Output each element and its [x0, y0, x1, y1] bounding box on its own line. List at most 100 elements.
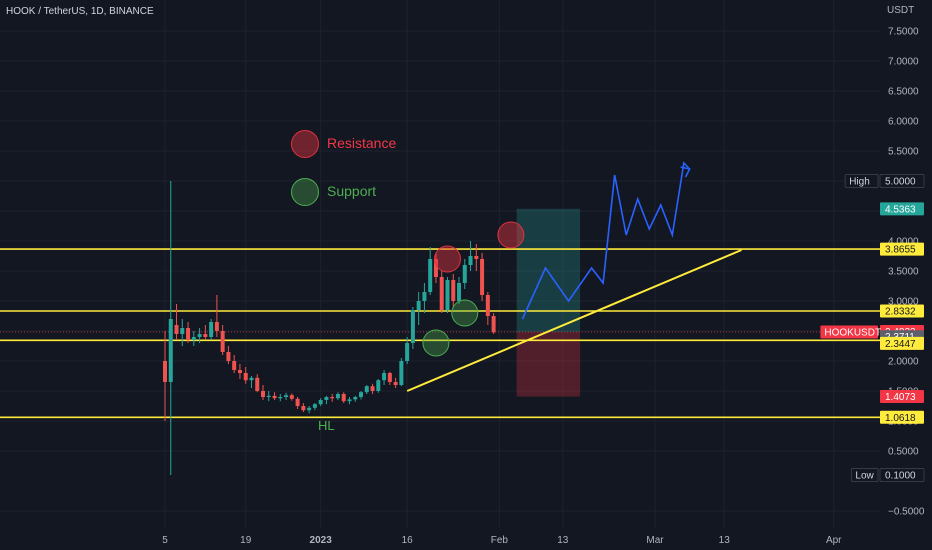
price-tag-9 — [879, 468, 925, 482]
candle-body-18 — [266, 395, 271, 397]
candle-body-1 — [168, 319, 173, 382]
candle-body-40 — [393, 382, 398, 385]
candle-body-3 — [180, 328, 185, 334]
candle-body-26 — [312, 404, 317, 408]
price-tag-1 — [880, 202, 924, 216]
x-tick-label-5: 13 — [557, 535, 569, 546]
x-tick-label-2: 2023 — [310, 535, 333, 546]
support-marker-0 — [422, 329, 450, 357]
candle-body-24 — [301, 406, 306, 411]
candle-body-2 — [174, 325, 179, 334]
position-stop-zone — [516, 332, 581, 397]
candle-body-45 — [422, 292, 427, 301]
candle-body-52 — [462, 265, 467, 283]
candle-body-39 — [387, 373, 392, 382]
candle-body-6 — [197, 334, 202, 337]
candle-body-29 — [330, 397, 335, 399]
candle-body-37 — [376, 380, 381, 391]
price-tag-label-bg-9 — [850, 468, 879, 482]
candle-body-46 — [428, 259, 433, 292]
y-tick-label-6: 3.0000 — [888, 297, 919, 308]
resistance-marker-0 — [433, 245, 461, 273]
price-tag-text-3: 2.8332 — [885, 307, 916, 318]
price-tag-6 — [880, 336, 924, 350]
price-tag-text-6: 2.3447 — [885, 339, 916, 350]
x-tick-label-1: 19 — [240, 535, 252, 546]
candle-body-10 — [220, 331, 225, 352]
candle-body-48 — [439, 277, 444, 310]
candle-body-31 — [341, 394, 346, 402]
candle-body-36 — [370, 386, 375, 391]
price-tag-0 — [879, 174, 925, 188]
x-tick-label-8: Apr — [826, 535, 842, 546]
price-tag-label-9: Low — [855, 471, 874, 482]
candle-body-7 — [203, 334, 208, 337]
candle-body-53 — [468, 256, 473, 265]
y-tick-label-11: 5.5000 — [888, 147, 919, 158]
candle-body-55 — [480, 259, 485, 295]
price-tag-8 — [880, 410, 924, 424]
price-tag-7 — [880, 390, 924, 404]
candle-body-38 — [382, 373, 387, 381]
support-marker-1 — [451, 299, 479, 327]
y-tick-label-15: 7.5000 — [888, 27, 919, 38]
resistance-dot-icon — [291, 130, 319, 158]
price-tag-text-0: 5.0000 — [885, 177, 916, 188]
candle-body-11 — [226, 352, 231, 361]
candle-body-34 — [359, 392, 364, 397]
candle-body-21 — [284, 395, 289, 397]
support-label: Support — [327, 183, 377, 199]
x-tick-label-4: Feb — [491, 535, 509, 546]
candle-body-0 — [163, 361, 167, 382]
x-tick-label-0: 5 — [162, 535, 168, 546]
price-tag-label-bg-0 — [844, 174, 879, 188]
price-tag-label-4: HOOKUSDT — [824, 328, 881, 339]
y-tick-label-0: −0.5000 — [888, 507, 925, 518]
candle-body-15 — [249, 377, 254, 381]
x-tick-label-3: 16 — [402, 535, 414, 546]
candle-body-19 — [272, 395, 277, 399]
candle-body-51 — [457, 283, 462, 301]
candle-body-23 — [295, 398, 300, 406]
price-tag-text-1: 4.5363 — [885, 204, 916, 215]
price-tag-label-bg-4 — [820, 325, 878, 339]
candle-body-16 — [255, 377, 260, 391]
candle-body-54 — [474, 256, 479, 259]
x-tick-label-6: Mar — [646, 535, 664, 546]
y-tick-label-4: 2.0000 — [888, 357, 919, 368]
candle-body-5 — [191, 337, 196, 340]
candle-body-27 — [318, 400, 323, 405]
candle-body-42 — [405, 343, 410, 361]
price-tag-text-2: 3.8655 — [885, 245, 916, 256]
candle-body-28 — [324, 397, 329, 400]
candle-body-44 — [416, 301, 421, 310]
candle-body-22 — [289, 395, 294, 399]
candle-body-17 — [261, 391, 266, 397]
y-tick-label-12: 6.0000 — [888, 117, 919, 128]
hl-annotation: HL — [318, 418, 335, 433]
y-tick-label-13: 6.5000 — [888, 87, 919, 98]
price-tag-3 — [880, 304, 924, 318]
candle-body-13 — [237, 370, 242, 373]
currency-label: USDT — [887, 5, 915, 16]
projection-path — [521, 161, 691, 320]
candle-body-57 — [491, 316, 496, 333]
candle-body-33 — [353, 397, 358, 400]
candle-body-41 — [399, 361, 404, 385]
candle-body-30 — [335, 394, 340, 399]
trendline — [406, 249, 742, 392]
y-tick-label-14: 7.0000 — [888, 57, 919, 68]
resistance-marker-1 — [497, 221, 525, 249]
candle-body-25 — [307, 407, 312, 411]
candle-body-43 — [410, 310, 415, 343]
candle-body-14 — [243, 373, 248, 381]
candle-body-56 — [485, 295, 490, 316]
candle-body-9 — [214, 322, 219, 331]
symbol-title: HOOK / TetherUS, 1D, BINANCE — [6, 6, 154, 17]
price-tag-2 — [880, 242, 924, 256]
price-tag-text-9: 0.1000 — [885, 471, 916, 482]
candle-body-8 — [209, 322, 214, 337]
y-tick-label-8: 4.0000 — [888, 237, 919, 248]
candle-body-32 — [347, 399, 352, 402]
